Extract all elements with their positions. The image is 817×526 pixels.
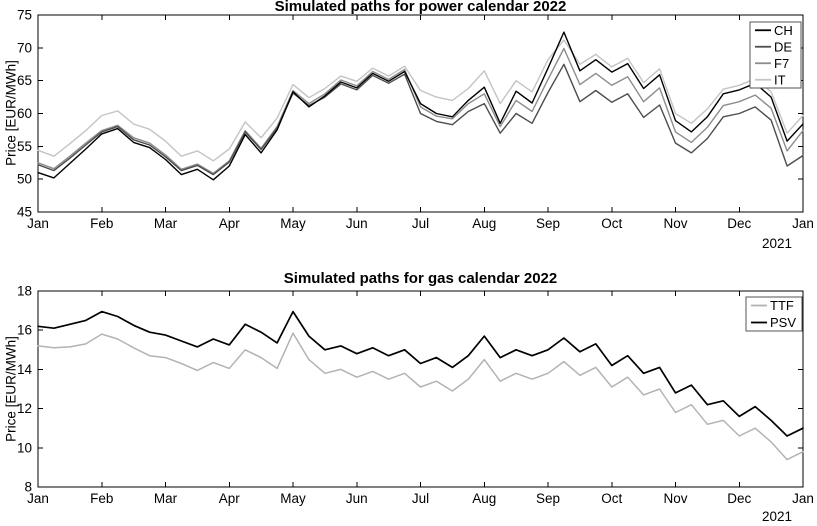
- x-tick-label: Apr: [219, 216, 241, 231]
- y-tick-label: 45: [17, 205, 32, 220]
- x-tick-label: Jan: [27, 491, 49, 506]
- x-tick-label: Jun: [346, 491, 368, 506]
- y-tick-label: 70: [17, 40, 32, 55]
- y-tick-label: 60: [17, 106, 32, 121]
- x-tick-label: Nov: [663, 216, 687, 231]
- legend-label-psv: PSV: [770, 315, 796, 330]
- x-tick-label: Sep: [536, 216, 560, 231]
- y-tick-label: 55: [17, 139, 32, 154]
- power-series-f7-line: [37, 47, 804, 175]
- y-tick-label: 65: [17, 73, 32, 88]
- x-tick-label: Jul: [412, 216, 429, 231]
- gas-axes-box: [37, 290, 804, 488]
- x-tick-label: Nov: [663, 491, 687, 506]
- x-tick-label: Feb: [90, 491, 113, 506]
- legend-label-f7: F7: [774, 56, 789, 71]
- x-tick-label: May: [280, 491, 306, 506]
- power-year-label: 2021: [761, 236, 793, 251]
- x-tick-label: Aug: [472, 216, 496, 231]
- x-tick-label: Dec: [727, 491, 751, 506]
- x-tick-label: Jan: [792, 216, 814, 231]
- power-chart-title: Simulated paths for power calendar 2022: [274, 0, 567, 15]
- x-tick-label: Jan: [792, 491, 814, 506]
- gas-series-ttf-line: [37, 332, 804, 461]
- y-tick-label: 16: [17, 323, 32, 338]
- y-tick-label: 8: [24, 480, 32, 495]
- gas-year-label: 2021: [761, 509, 793, 524]
- x-tick-label: Feb: [90, 216, 113, 231]
- x-tick-label: Jul: [412, 491, 429, 506]
- power-series-it-line: [37, 39, 804, 162]
- power-series-de-line: [37, 63, 804, 176]
- x-tick-label: Mar: [154, 216, 178, 231]
- y-tick-label: 10: [17, 440, 32, 455]
- power-chart: Jan Feb Mar Apr May Jun Jul Aug Sep Oct Nov Dec Jan4…: [17, 8, 814, 232]
- power-series-ch-line: [37, 31, 804, 181]
- gas-chart-title: Simulated paths for gas calendar 2022: [283, 270, 558, 287]
- power-ylabel: Price [EUR/MWh]: [3, 60, 19, 166]
- y-tick-label: 75: [17, 8, 32, 23]
- gas-legend-box: [745, 296, 803, 332]
- y-tick-label: 18: [17, 284, 32, 299]
- y-tick-label: 14: [17, 362, 33, 377]
- legend-label-ch: CH: [774, 23, 793, 38]
- legend-label-it: IT: [774, 72, 786, 87]
- legend-label-ttf: TTF: [770, 298, 794, 313]
- x-tick-label: Jun: [346, 216, 368, 231]
- x-tick-label: Oct: [601, 491, 622, 506]
- x-tick-label: Oct: [601, 216, 622, 231]
- gas-chart: Jan Feb Mar Apr May Jun Jul Aug Sep Oct Nov Dec Jan8…: [17, 284, 814, 507]
- power-legend-box: [749, 21, 802, 89]
- x-tick-label: Mar: [154, 491, 178, 506]
- x-tick-label: Apr: [219, 491, 241, 506]
- gas-series-psv-line: [37, 310, 804, 437]
- y-tick-label: 50: [17, 172, 32, 187]
- y-tick-label: 12: [17, 401, 32, 416]
- legend-label-de: DE: [774, 39, 792, 54]
- x-tick-label: Aug: [472, 491, 496, 506]
- gas-legend: TTF PSV: [745, 296, 803, 332]
- x-tick-label: Sep: [536, 491, 560, 506]
- x-tick-label: Jan: [27, 216, 49, 231]
- x-tick-label: Dec: [727, 216, 751, 231]
- gas-ylabel: Price [EUR/MWh]: [3, 336, 19, 442]
- x-tick-label: May: [280, 216, 306, 231]
